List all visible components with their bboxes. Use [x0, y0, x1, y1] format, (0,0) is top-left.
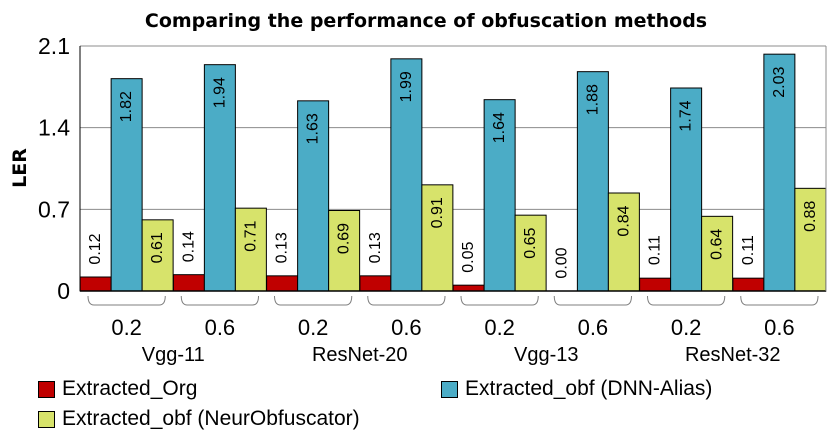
- data-label: 1.99: [398, 71, 415, 102]
- data-label: 0.11: [740, 235, 757, 265]
- y-axis-label: LER: [9, 148, 31, 188]
- y-tick-label: 1.4: [38, 115, 70, 141]
- bar-neurobfuscator: [234, 207, 267, 292]
- data-label: 1.63: [305, 113, 322, 144]
- legend-item-dnn-alias: Extracted_obf (DNN-Alias): [441, 377, 712, 401]
- legend-item-extracted-org: Extracted_Org: [38, 377, 197, 401]
- data-label: 0.69: [336, 223, 353, 254]
- bar-dnn-alias: [297, 100, 330, 292]
- data-label: 0.12: [87, 233, 104, 264]
- x-tick-label: 0.6: [205, 315, 236, 340]
- group-label: ResNet-32: [685, 344, 781, 366]
- x-tick-label: 0.6: [764, 315, 795, 340]
- group-label: Vgg-13: [514, 344, 579, 366]
- x-tick-label: 0.2: [484, 315, 515, 340]
- data-label: 0.71: [242, 220, 259, 251]
- bar-extracted-org: [452, 284, 485, 292]
- legend-item-neurobfuscator: Extracted_obf (NeurObfuscator): [38, 407, 360, 431]
- data-label: 1.74: [678, 100, 695, 131]
- data-label: 1.94: [211, 77, 228, 108]
- y-tick-label: 0.7: [38, 196, 70, 222]
- bar-extracted-org: [79, 276, 112, 292]
- x-tick-label: 0.6: [578, 315, 609, 340]
- bar-neurobfuscator: [141, 219, 174, 292]
- category-bracket: [180, 295, 259, 306]
- legend-label: Extracted_obf (NeurObfuscator): [62, 407, 360, 430]
- legend-swatch-extracted-org: [38, 380, 55, 398]
- bar-dnn-alias: [203, 64, 236, 292]
- data-label: 1.88: [584, 84, 601, 115]
- data-label: 0.13: [274, 232, 291, 263]
- x-tick-label: 0.2: [298, 315, 329, 340]
- category-bracket: [460, 295, 539, 306]
- data-label: 0.64: [709, 229, 726, 260]
- data-label: 0.11: [647, 235, 664, 265]
- bar-dnn-alias: [110, 78, 143, 292]
- bar-extracted-org: [266, 275, 299, 292]
- category-bracket: [553, 295, 632, 306]
- data-label: 0.05: [460, 241, 477, 272]
- bar-neurobfuscator: [794, 187, 827, 292]
- data-label: 0.84: [615, 205, 632, 236]
- category-bracket: [367, 295, 446, 306]
- bar-neurobfuscator: [607, 192, 640, 292]
- bar-extracted-org: [172, 274, 205, 292]
- x-tick-label: 0.6: [391, 315, 422, 340]
- data-label: 0.65: [522, 227, 539, 258]
- x-tick-label: 0.2: [111, 315, 142, 340]
- bar-neurobfuscator: [514, 214, 547, 292]
- category-bracket: [274, 295, 353, 306]
- group-label: Vgg-11: [142, 344, 205, 366]
- bar-extracted-org: [359, 275, 392, 292]
- legend-swatch-dnn-alias: [441, 380, 458, 398]
- data-label: 0.13: [367, 232, 384, 263]
- data-label: 0.91: [429, 197, 446, 228]
- legend-label: Extracted_obf (DNN-Alias): [465, 377, 713, 400]
- y-tick-label: 0: [57, 278, 70, 304]
- data-label: 1.64: [491, 112, 508, 143]
- category-bracket: [87, 295, 166, 306]
- x-tick-label: 0.2: [671, 315, 702, 340]
- legend-label: Extracted_Org: [62, 377, 198, 400]
- bar-extracted-org: [639, 277, 672, 292]
- bar-dnn-alias: [670, 87, 703, 292]
- data-label: 0.61: [149, 232, 166, 263]
- chart-title: Comparing the performance of obfuscation…: [145, 10, 707, 32]
- group-label: ResNet-20: [312, 344, 408, 366]
- y-tick-label: 2.1: [38, 33, 70, 59]
- data-label: 0.88: [802, 201, 819, 232]
- data-label: 2.03: [771, 66, 788, 97]
- legend-swatch-neurobfuscator: [38, 410, 55, 428]
- data-label: 0.14: [180, 231, 197, 262]
- data-label: 0.00: [553, 247, 570, 278]
- category-bracket: [740, 295, 819, 306]
- data-label: 1.82: [118, 91, 135, 122]
- bar-neurobfuscator: [701, 215, 734, 292]
- bar-dnn-alias: [763, 53, 796, 292]
- bar-extracted-org: [732, 277, 765, 292]
- bar-neurobfuscator: [421, 184, 454, 292]
- category-bracket: [647, 295, 726, 306]
